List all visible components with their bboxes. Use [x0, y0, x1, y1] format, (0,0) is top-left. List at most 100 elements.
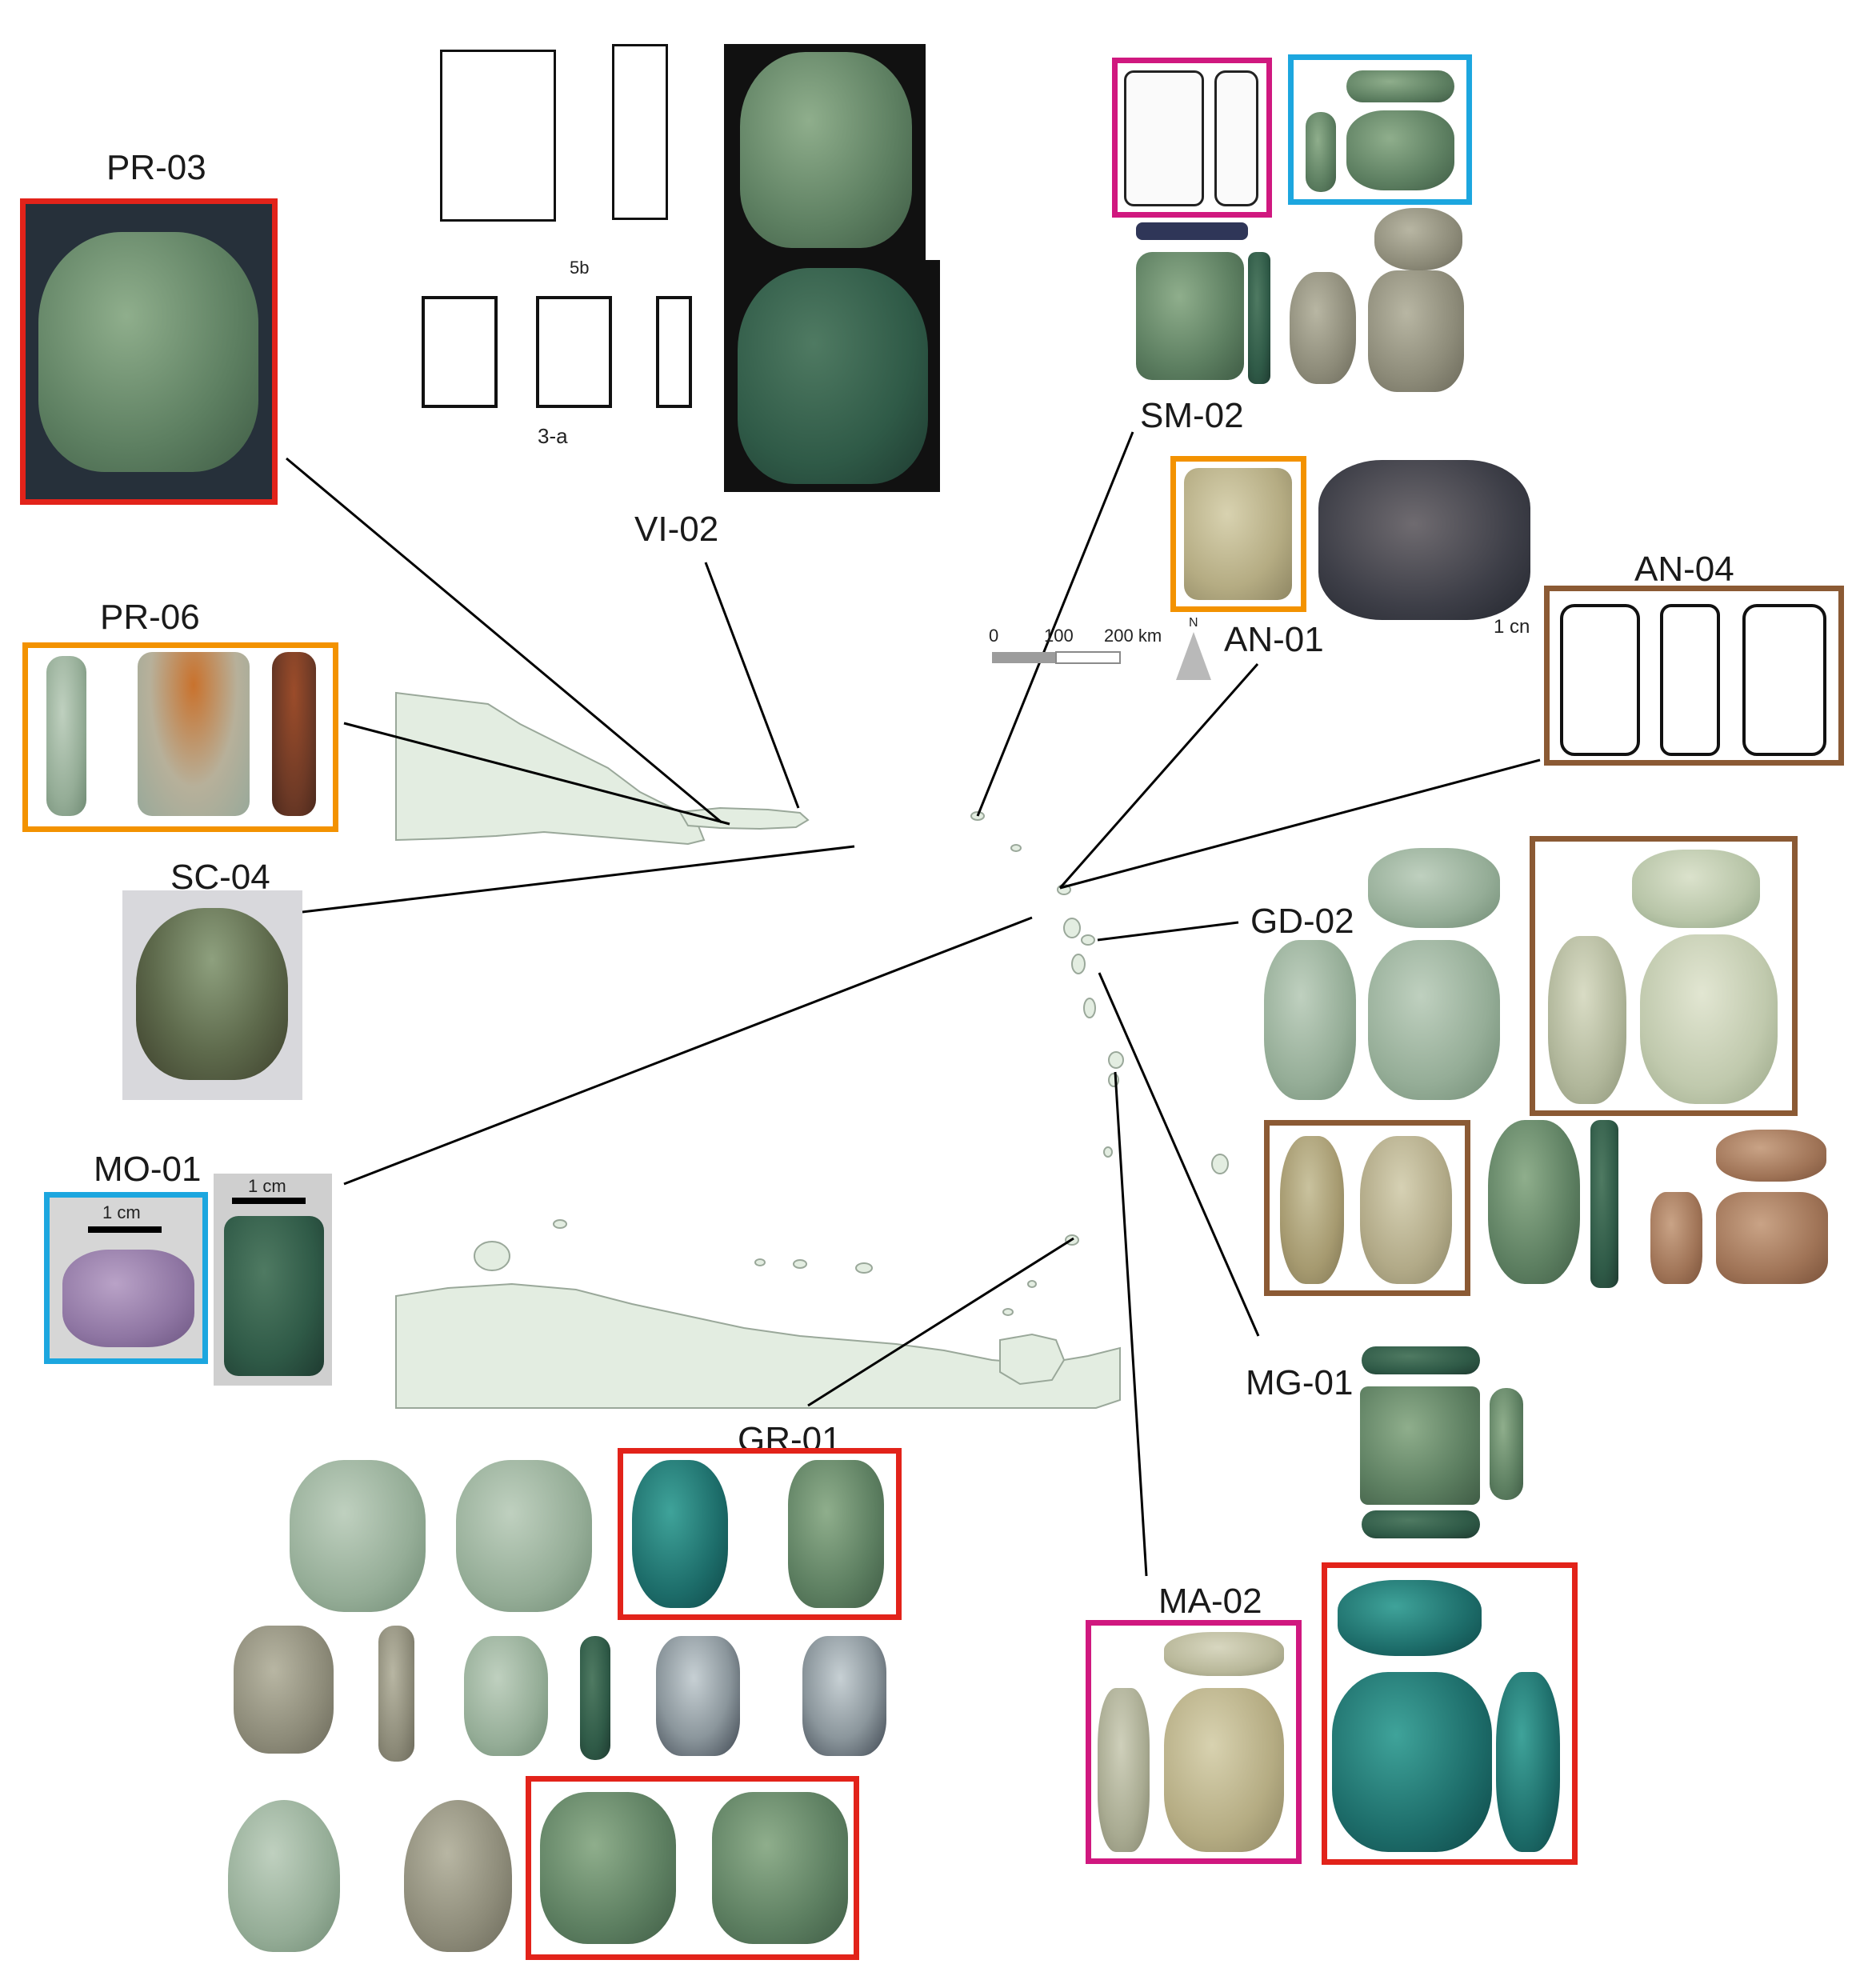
- label-ma02: MA-02: [1158, 1582, 1262, 1621]
- gd02-framed-photo-top: [1632, 850, 1760, 928]
- sm02-drawing-front: [1124, 70, 1204, 206]
- gd02-photo-top: [1368, 848, 1500, 928]
- vi02-pendant-photo-top: [740, 52, 912, 248]
- label-mg01: MG-01: [1246, 1363, 1354, 1402]
- gr01-frame-bottom: [526, 1776, 859, 1960]
- an01-photo-pale: [1184, 468, 1292, 600]
- ma02-photo-side: [1098, 1688, 1150, 1852]
- sm02-drawing-side: [1214, 70, 1258, 206]
- vi02-drawing-side: [612, 44, 668, 220]
- ma02-frame-right: [1322, 1562, 1578, 1865]
- gd02-frame-upper: [1530, 836, 1798, 1116]
- mo01-scale-left-bar: [88, 1226, 162, 1233]
- connector-pr06: [343, 722, 730, 826]
- scale-tick-200: 200 km: [1104, 626, 1162, 646]
- ma02-photo-top: [1164, 1632, 1284, 1676]
- gd02-framed-photo-side: [1548, 936, 1626, 1104]
- sm02-photo-stone-front: [1368, 270, 1464, 392]
- gr01-photo-r3-1: [228, 1800, 340, 1952]
- gd02-photo-green-side: [1590, 1120, 1618, 1288]
- mg01-photo-top: [1362, 1346, 1480, 1374]
- label-sc04: SC-04: [170, 858, 270, 897]
- sm02-photo-green-side: [1248, 252, 1270, 384]
- gd02-photo-brown-front: [1716, 1192, 1828, 1284]
- north-label: N: [1189, 616, 1198, 630]
- gr01-framed-photo-1: [632, 1460, 728, 1608]
- gd02-photo-green-front: [1488, 1120, 1580, 1284]
- an04-drawing-front: [1560, 604, 1640, 756]
- an01-photo-dark: [1318, 460, 1530, 620]
- label-pr06: PR-06: [100, 598, 200, 637]
- pr06-photo-front: [138, 652, 250, 816]
- mo01-photo-left: [62, 1250, 194, 1347]
- vi02-mark-5b: 5b: [570, 258, 590, 278]
- gd02-photo-side: [1264, 940, 1356, 1100]
- sc04-frog-photo: [136, 908, 288, 1080]
- gd02-photo-brown-top: [1716, 1130, 1826, 1182]
- connector-vi02: [704, 562, 800, 809]
- connector-pr03: [286, 457, 722, 824]
- sm02-photo-top: [1346, 70, 1454, 102]
- pr06-frame: [22, 642, 338, 832]
- gd02-framed-photo-front: [1640, 934, 1778, 1104]
- gd02-photo-front: [1368, 940, 1500, 1100]
- mo01-scale-left-label: 1 cm: [102, 1202, 141, 1222]
- gr01-photo-r2-4: [580, 1636, 610, 1760]
- connector-an04: [1059, 758, 1541, 890]
- gr01-photo-r2-3: [464, 1636, 548, 1756]
- vi02-drawing-b1: [422, 296, 498, 408]
- connector-gr01: [807, 1237, 1074, 1407]
- label-an04: AN-04: [1634, 550, 1734, 589]
- an04-drawing-side: [1660, 604, 1720, 756]
- mg01-photo-side: [1490, 1388, 1523, 1500]
- label-sm02: SM-02: [1140, 396, 1244, 435]
- ma02-frame-left: [1086, 1620, 1302, 1864]
- map-scale-bar: [992, 651, 1121, 664]
- gd02-photo-brown-side: [1650, 1192, 1702, 1284]
- label-mo01: MO-01: [94, 1150, 202, 1189]
- sm02-photo-front: [1346, 110, 1454, 190]
- ma02-photo-front: [1164, 1688, 1284, 1852]
- pr03-pendant-photo: [38, 232, 258, 472]
- gr01-photo-r2-1: [234, 1626, 334, 1754]
- gr01-frame-top: [618, 1448, 902, 1620]
- an04-drawing-back: [1742, 604, 1826, 756]
- sm02-photo-green-front: [1136, 252, 1244, 380]
- puerto-rico-landmass: [678, 806, 810, 830]
- gr01-photo-r2-2: [378, 1626, 414, 1762]
- lesser-antilles-islands: [474, 811, 1229, 1316]
- label-gd02: GD-02: [1250, 902, 1354, 941]
- connector-sm02: [976, 431, 1134, 817]
- gr01-photo-r2-6: [802, 1636, 886, 1756]
- mo01-scale-right-bar: [232, 1198, 306, 1204]
- vi02-drawing-front: [440, 50, 556, 222]
- vi02-drawing-b3: [656, 296, 692, 408]
- an01-frame: [1170, 456, 1306, 612]
- connector-ma02: [1114, 1071, 1148, 1577]
- pr06-photo-back: [272, 652, 316, 816]
- label-an01: AN-01: [1224, 620, 1324, 659]
- sm02-photo-strip: [1136, 222, 1248, 240]
- mo01-frame: [44, 1192, 208, 1364]
- connector-lines: [286, 431, 1541, 1577]
- connector-gd02: [1097, 921, 1239, 942]
- gr01-framed-photo-4: [712, 1792, 848, 1944]
- gr01-framed-photo-3: [540, 1792, 676, 1944]
- sm02-photo-stone-side: [1290, 272, 1356, 384]
- north-arrow-icon: [1176, 632, 1211, 680]
- hispaniola-landmass: [395, 691, 706, 846]
- connector-an01: [1058, 663, 1259, 889]
- south-america-landmass: [395, 1282, 1121, 1409]
- ma02-teal-side: [1496, 1672, 1560, 1852]
- vi02-mark-3a: 3-a: [538, 424, 568, 448]
- gr01-photo-r1-2: [456, 1460, 592, 1612]
- gd02-lower-photo-side: [1280, 1136, 1344, 1284]
- ma02-teal-top: [1338, 1580, 1482, 1656]
- mg01-photo-bottom: [1362, 1510, 1480, 1538]
- connector-sc04: [302, 845, 855, 914]
- scale-tick-0: 0: [989, 626, 999, 646]
- pr03-frame: [20, 198, 278, 505]
- connector-mg01: [1098, 972, 1260, 1337]
- label-vi02: VI-02: [634, 510, 719, 549]
